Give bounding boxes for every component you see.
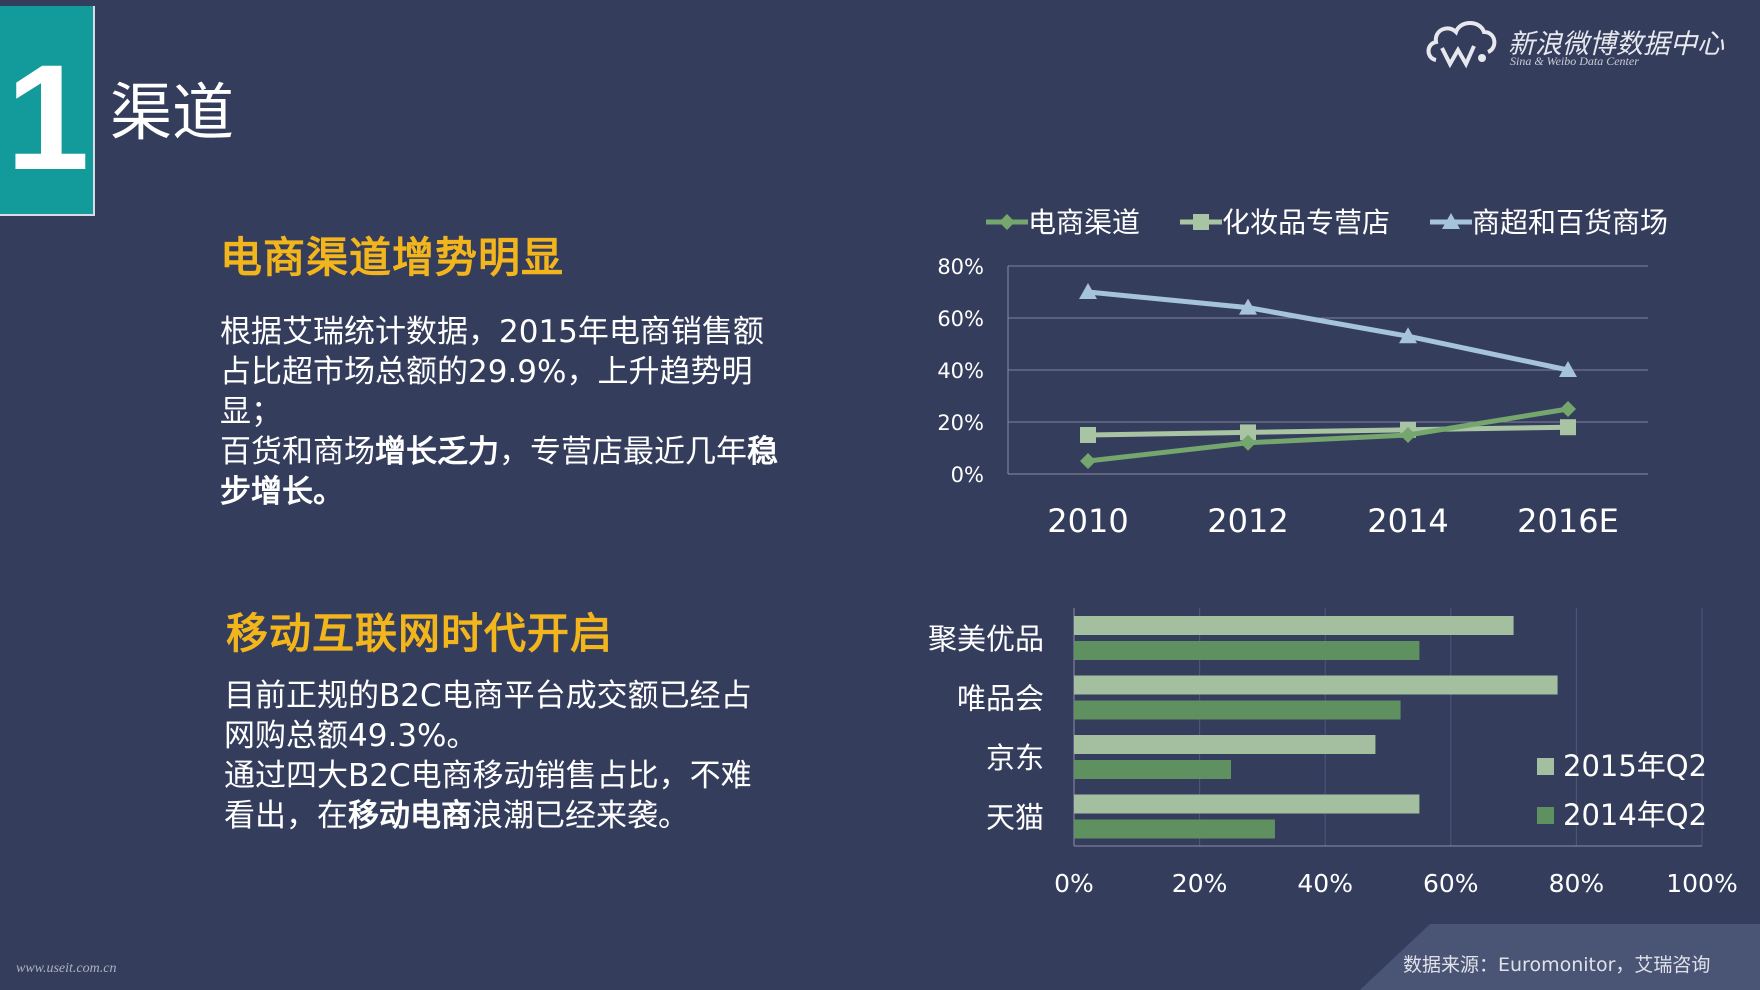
bar-chart-x-tick: 40% xyxy=(1297,869,1353,898)
line-chart-point xyxy=(1240,424,1256,441)
bar-chart-legend-swatch xyxy=(1537,758,1554,775)
bar-chart-x-tick: 60% xyxy=(1423,869,1479,898)
section2-line3: 通过四大B2C电商移动销售占比，不难 xyxy=(224,758,752,794)
logo: 新浪微博数据中心 Sina & Weibo Data Center xyxy=(1424,14,1744,74)
section2-paragraph: 目前正规的B2C电商平台成交额已经占 网购总额49.3%。 通过四大B2C电商移… xyxy=(224,676,844,836)
line-chart-point xyxy=(1240,434,1256,451)
line-chart-point xyxy=(1559,361,1577,377)
bar-chart-legend-swatch xyxy=(1537,807,1554,824)
line-chart-series-0 xyxy=(1087,406,1569,464)
line-chart-series-1 xyxy=(1087,424,1569,438)
bar-chart-y-tick: 聚美优品 xyxy=(928,622,1044,656)
line-chart-legend-label: 电商渠道 xyxy=(1028,206,1140,239)
bar-chart-bar xyxy=(1074,616,1514,635)
bar-chart-y-tick: 天猫 xyxy=(986,801,1044,835)
line-chart-series-2 xyxy=(1087,289,1569,373)
line-chart-point xyxy=(1080,453,1096,469)
bar-chart-bar xyxy=(1074,675,1558,695)
line-chart-y-tick: 60% xyxy=(937,307,984,331)
section1-line5: 步增长。 xyxy=(220,474,344,510)
line-chart-point xyxy=(1079,283,1097,299)
line-chart-point xyxy=(1560,401,1576,417)
weibo-cloud-icon xyxy=(1426,21,1497,69)
line-chart-legend-label: 化妆品专营店 xyxy=(1222,206,1390,239)
watermark: www.useit.com.cn xyxy=(16,961,117,976)
bar-chart-bar xyxy=(1074,760,1231,779)
bar-chart-bar xyxy=(1074,700,1401,720)
section1-line3: 显； xyxy=(220,394,282,430)
section1-line1: 根据艾瑞统计数据，2015年电商销售额 xyxy=(220,314,764,350)
bar-chart-legend-label: 2014年Q2 xyxy=(1563,798,1707,832)
data-source: 数据来源：Euromonitor，艾瑞咨询 xyxy=(1403,954,1711,976)
bar-chart-x-tick: 80% xyxy=(1549,869,1605,898)
logo-en-text: Sina & Weibo Data Center xyxy=(1510,54,1639,68)
line-chart-point xyxy=(1560,419,1576,436)
bar-chart-bar xyxy=(1074,794,1420,814)
section1-line4: 百货和商场增长乏力，专营店最近几年稳 xyxy=(220,434,778,470)
bar-chart-legend-label: 2015年Q2 xyxy=(1563,749,1707,783)
slide-title: 渠道 xyxy=(110,76,235,149)
section-number: 1 xyxy=(6,33,90,201)
line-chart-point xyxy=(1400,427,1416,443)
line-chart-y-tick: 0% xyxy=(951,463,984,487)
section-number-block: 1 xyxy=(0,6,95,216)
line-chart-legend-label: 商超和百货商场 xyxy=(1472,206,1668,239)
line-chart-point xyxy=(1080,427,1096,443)
line-chart-y-tick: 40% xyxy=(937,359,984,383)
logo-cn-text: 新浪微博数据中心 xyxy=(1508,29,1724,60)
bar-chart-y-tick: 京东 xyxy=(986,741,1044,775)
line-chart-x-tick: 2014 xyxy=(1367,502,1448,540)
bar-chart-x-tick: 0% xyxy=(1054,869,1094,898)
line-chart-y-tick: 20% xyxy=(937,411,984,435)
line-chart-point xyxy=(1399,327,1417,344)
section2-line4: 看出，在移动电商浪潮已经来袭。 xyxy=(224,798,689,834)
bar-chart-y-tick: 唯品会 xyxy=(957,682,1044,716)
section1-paragraph: 根据艾瑞统计数据，2015年电商销售额 占比超市场总额的29.9%，上升趋势明 … xyxy=(220,312,840,512)
line-chart-x-tick: 2016E xyxy=(1517,502,1619,540)
section2-line2: 网购总额49.3%。 xyxy=(224,718,478,754)
bar-chart-x-tick: 100% xyxy=(1666,869,1737,898)
bar-chart-bar xyxy=(1074,819,1275,839)
bar-chart-bar xyxy=(1074,735,1376,754)
line-chart-y-tick: 80% xyxy=(937,255,984,279)
section2-heading: 移动互联网时代开启 xyxy=(226,609,614,658)
line-chart-point xyxy=(1193,214,1209,230)
bar-chart-x-tick: 20% xyxy=(1172,869,1228,898)
footer-band xyxy=(1360,924,1760,990)
section2-line1: 目前正规的B2C电商平台成交额已经占 xyxy=(224,678,752,714)
bar-chart-bar xyxy=(1074,641,1420,660)
section1-line2: 占比超市场总额的29.9%，上升趋势明 xyxy=(220,354,753,390)
line-chart-x-tick: 2010 xyxy=(1047,502,1128,540)
line-chart-point xyxy=(999,214,1015,230)
line-chart-x-tick: 2012 xyxy=(1207,502,1288,540)
line-chart-point xyxy=(1239,298,1257,315)
section1-heading: 电商渠道增势明显 xyxy=(220,233,565,282)
line-chart-point xyxy=(1442,213,1460,229)
